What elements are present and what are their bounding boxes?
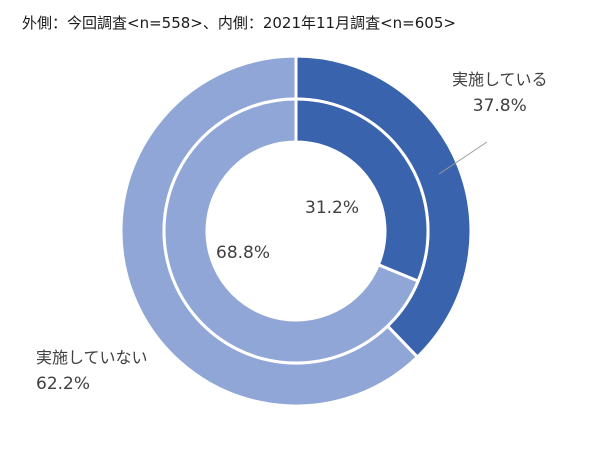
inner-value-not-implemented: 68.8% <box>216 243 271 263</box>
inner-value-implemented: 31.2% <box>305 198 360 218</box>
outer-value-not-implemented: 62.2% <box>36 374 91 394</box>
leader-line-outer-implemented <box>438 141 488 175</box>
inner-slice-implemented <box>294 97 430 284</box>
outer-value-implemented: 37.8% <box>472 96 527 116</box>
outer-category-implemented: 実施している <box>452 70 548 89</box>
chart-title: 外側：今回調査<n=558>、内側：2021年11月調査<n=605> <box>22 14 456 32</box>
outer-label-implemented: 実施している 37.8% <box>452 66 548 116</box>
outer-category-not-implemented: 実施していない <box>36 348 148 367</box>
outer-label-not-implemented: 実施していない 62.2% <box>36 344 148 394</box>
inner-slice-not-implemented <box>162 97 421 365</box>
